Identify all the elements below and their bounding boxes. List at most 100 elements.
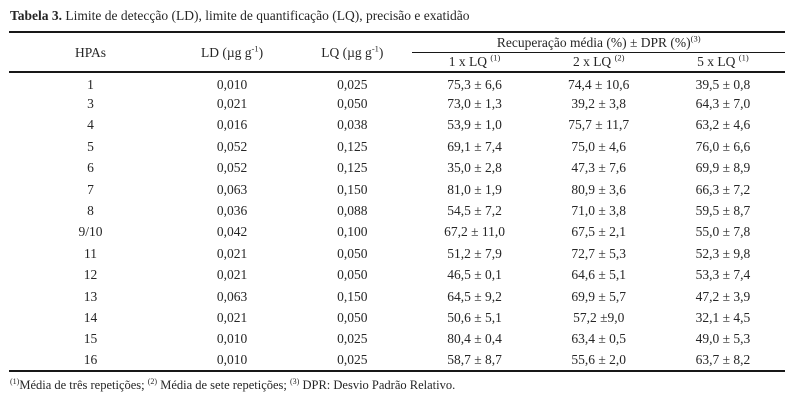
table-row: 1 0,010 0,025 75,3 ± 6,6 74,4 ± 10,6 39,5 ± 0… <box>9 72 785 93</box>
table-cell: 80,9 ± 3,6 <box>571 181 627 197</box>
table-cell: 53,9 ± 1,0 <box>447 117 502 133</box>
column-header-ld: LD (µg g-1) <box>172 32 292 72</box>
table-row: 9/10 0,042 0,100 67,2 ± 11,0 67,5 ± 2,1 55,0 … <box>9 222 785 243</box>
column-header-lq-label: LQ (µg g <box>321 45 372 60</box>
table-cell: 80,4 ± 0,4 <box>447 331 502 347</box>
table-cell: 73,0 ± 1,3 <box>447 96 502 112</box>
table-cell: 0,063 <box>216 288 248 304</box>
table-cell: 0,010 <box>216 352 248 368</box>
table-cell: 0,050 <box>337 245 368 261</box>
table-cell: 47,3 ± 7,6 <box>571 160 627 176</box>
footnote: (1)Média de três repetições; (2) Média d… <box>10 377 785 393</box>
table-cell: 0,036 <box>216 203 248 219</box>
table-cell: 72,7 ± 5,3 <box>571 245 627 261</box>
table-row: 8 0,036 0,088 54,5 ± 7,2 71,0 ± 3,8 59,5 ± 8,… <box>9 200 785 221</box>
column-header-2xlq-superscript: (2) <box>614 52 625 63</box>
table-title: Tabela 3. Limite de detecção (LD), limit… <box>10 7 785 24</box>
table-cell: 50,6 ± 5,1 <box>447 309 502 325</box>
table-cell: 75,3 ± 6,6 <box>447 77 502 93</box>
table-cell: 54,5 ± 7,2 <box>447 203 502 219</box>
column-header-lq-superscript: -1 <box>371 43 379 54</box>
row-label-hpa: 16 <box>83 352 98 368</box>
row-label-hpa: 12 <box>83 267 98 283</box>
table-cell: 0,021 <box>216 309 248 325</box>
footnote-text: Média de três repetições; <box>19 378 148 393</box>
recovery-group-superscript: (3) <box>690 33 701 44</box>
table-row: 13 0,063 0,150 64,5 ± 9,2 69,9 ± 5,7 47,2 ± 3… <box>9 286 785 307</box>
table-cell: 0,050 <box>337 267 368 283</box>
table-cell: 75,0 ± 4,6 <box>571 138 627 154</box>
table-cell: 35,0 ± 2,8 <box>447 160 502 176</box>
row-label-hpa: 15 <box>83 331 98 347</box>
column-header-1xlq: 1 x LQ (1) <box>412 52 536 72</box>
header-sub-row: 1 x LQ (1) 2 x LQ (2) 5 x LQ (1) <box>9 52 785 72</box>
table-cell: 64,3 ± 7,0 <box>695 96 751 112</box>
table-cell: 75,7 ± 11,7 <box>568 117 630 133</box>
row-label-hpa: 13 <box>83 288 98 304</box>
table-body: 1 0,010 0,025 75,3 ± 6,6 74,4 ± 10,6 39,5 ± 0… <box>9 72 785 372</box>
table-row: 12 0,021 0,050 46,5 ± 0,1 64,6 ± 5,1 53,3 ± 7… <box>9 265 785 286</box>
table-cell: 0,050 <box>337 309 368 325</box>
table-row: 7 0,063 0,150 81,0 ± 1,9 80,9 ± 3,6 66,3 ± 7,… <box>9 179 785 200</box>
table-cell: 69,9 ± 8,9 <box>695 160 751 176</box>
table-cell: 39,2 ± 3,8 <box>571 96 627 112</box>
table-row: 3 0,021 0,050 73,0 ± 1,3 39,2 ± 3,8 64,3 ± 7,… <box>9 93 785 114</box>
row-label-hpa: 7 <box>87 181 94 197</box>
table-cell: 0,025 <box>337 352 368 368</box>
column-header-ld-superscript: -1 <box>251 43 259 54</box>
table-row: 6 0,052 0,125 35,0 ± 2,8 47,3 ± 7,6 69,9 ± 8,… <box>9 158 785 179</box>
table-cell: 0,125 <box>337 138 368 154</box>
table-cell: 0,150 <box>337 181 368 197</box>
table-title-text: Limite de detecção (LD), limite de quant… <box>62 8 470 23</box>
table-cell: 67,5 ± 2,1 <box>571 224 627 240</box>
table-cell: 0,063 <box>216 181 248 197</box>
footnote-marker: (2) <box>147 377 158 387</box>
limits-table: HPAs LD (µg g-1) LQ (µg g-1) Recuperação… <box>9 31 785 372</box>
row-label-hpa: 4 <box>87 117 94 133</box>
table-row: 4 0,016 0,038 53,9 ± 1,0 75,7 ± 11,7 63,2 ± 4… <box>9 115 785 136</box>
table-cell: 0,100 <box>337 224 368 240</box>
table-cell: 32,1 ± 4,5 <box>695 309 751 325</box>
table-cell: 0,021 <box>216 96 248 112</box>
column-header-hpas-label: HPAs <box>74 45 106 60</box>
column-header-2xlq: 2 x LQ (2) <box>537 52 661 72</box>
table-row: 11 0,021 0,050 51,2 ± 7,9 72,7 ± 5,3 52,3 ± 9… <box>9 243 785 264</box>
table-cell: 51,2 ± 7,9 <box>447 245 502 261</box>
column-header-5xlq: 5 x LQ (1) <box>661 52 785 72</box>
row-label-hpa: 8 <box>87 203 94 219</box>
table-cell: 74,4 ± 10,6 <box>568 77 630 93</box>
table-cell: 0,042 <box>216 224 248 240</box>
table-cell: 0,088 <box>337 203 368 219</box>
table-cell: 57,2 ±9,0 <box>573 309 625 325</box>
table-row: 16 0,010 0,025 58,7 ± 8,7 55,6 ± 2,0 63,7 ± 8… <box>9 350 785 371</box>
column-group-header-recovery: Recuperação média (%) ± DPR (%)(3) <box>412 32 785 53</box>
header-group-row: HPAs LD (µg g-1) LQ (µg g-1) Recuperação… <box>9 32 785 60</box>
table-title-label: Tabela 3. <box>10 8 63 23</box>
table-cell: 0,052 <box>216 160 248 176</box>
footnote-text: Média de sete repetições; <box>157 378 291 393</box>
table-cell: 0,125 <box>337 160 368 176</box>
table-cell: 76,0 ± 6,6 <box>695 138 751 154</box>
table-cell: 81,0 ± 1,9 <box>447 181 502 197</box>
table-cell: 0,038 <box>337 117 368 133</box>
column-header-1xlq-label: 1 x LQ <box>448 53 491 69</box>
table-cell: 55,6 ± 2,0 <box>571 352 627 368</box>
table-cell: 52,3 ± 9,8 <box>695 245 751 261</box>
table-cell: 64,6 ± 5,1 <box>571 267 627 283</box>
column-header-ld-label-close: ) <box>258 45 264 60</box>
footnote-marker: (3) <box>290 377 300 387</box>
table-cell: 0,150 <box>337 288 368 304</box>
column-header-2xlq-label: 2 x LQ <box>572 53 615 69</box>
row-label-hpa: 9/10 <box>78 224 103 240</box>
column-header-ld-label: LD (µg g <box>201 45 252 60</box>
table-cell: 67,2 ± 11,0 <box>444 224 506 240</box>
table-cell: 0,052 <box>216 138 248 154</box>
table-cell: 59,5 ± 8,7 <box>695 203 751 219</box>
table-cell: 63,7 ± 8,2 <box>695 352 751 368</box>
row-label-hpa: 11 <box>83 245 97 261</box>
column-header-5xlq-superscript: (1) <box>738 52 749 63</box>
table-cell: 0,025 <box>337 331 368 347</box>
column-header-5xlq-label: 5 x LQ <box>697 53 739 69</box>
table-cell: 69,9 ± 5,7 <box>571 288 627 304</box>
